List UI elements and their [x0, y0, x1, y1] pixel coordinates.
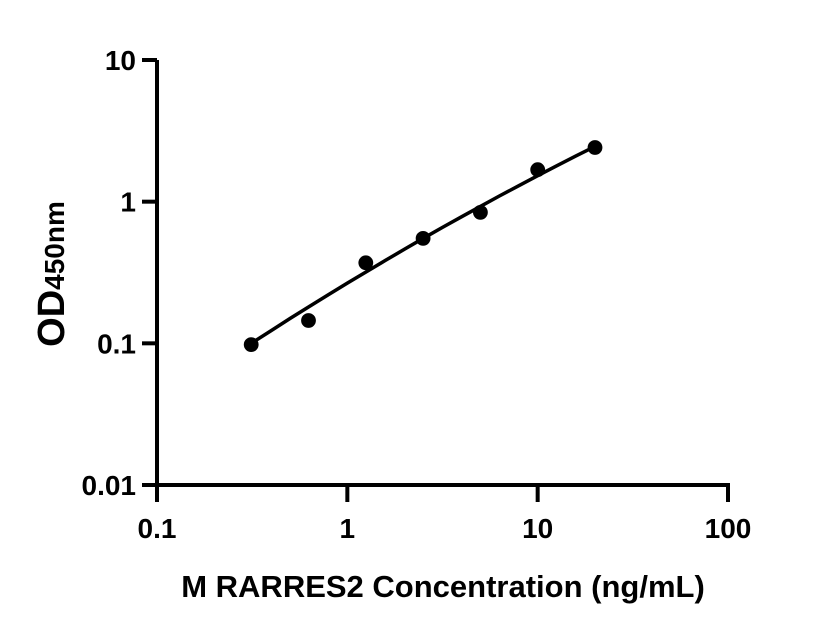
y-tick-label: 0.01 — [82, 470, 137, 501]
y-tick-label: 10 — [105, 45, 136, 76]
data-point — [415, 231, 431, 246]
data-point — [358, 255, 374, 271]
x-axis-title: M RARRES2 Concentration (ng/mL) — [181, 569, 705, 604]
data-points — [243, 140, 603, 352]
data-point — [587, 140, 603, 155]
x-tick-label: 100 — [705, 513, 752, 544]
x-tick-label: 0.1 — [138, 513, 177, 544]
y-axis-title: OD450nm — [31, 201, 73, 347]
y-axis-title-main: OD — [31, 290, 73, 347]
data-point — [530, 162, 546, 178]
y-tick-label: 1 — [120, 187, 136, 218]
x-tick-label: 1 — [340, 513, 356, 544]
axes — [142, 58, 730, 502]
y-tick-label: 0.1 — [97, 328, 136, 359]
x-tick-label: 10 — [522, 513, 553, 544]
y-axis-tick-labels: 10 1 0.1 0.01 — [82, 45, 137, 501]
y-axis-title-sub: 450nm — [39, 201, 70, 290]
data-point — [473, 205, 488, 220]
data-point — [243, 337, 259, 352]
data-point — [301, 313, 316, 328]
x-axis-tick-labels: 0.1 1 10 100 — [138, 513, 752, 544]
